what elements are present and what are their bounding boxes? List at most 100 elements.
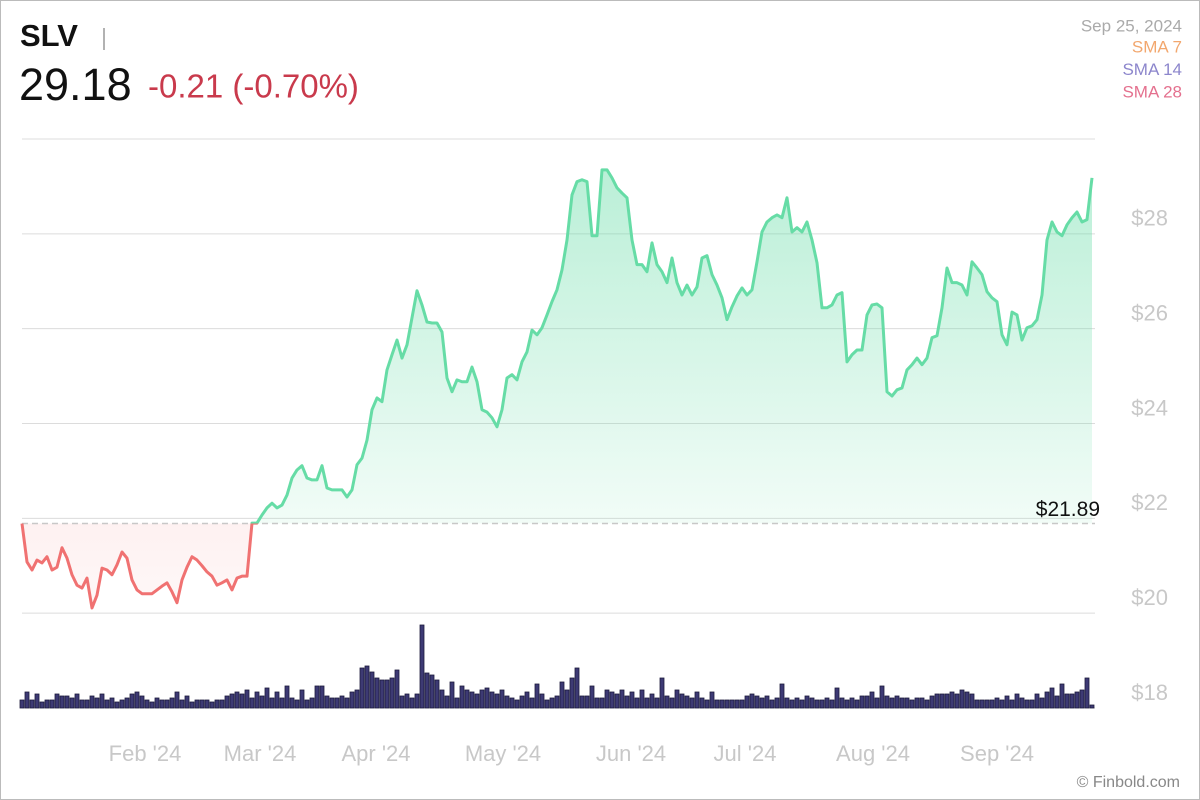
volume-bar xyxy=(854,699,860,709)
volume-bar xyxy=(69,697,75,709)
volume-bar xyxy=(879,685,885,709)
volume-bar xyxy=(299,689,305,709)
volume-bar xyxy=(314,685,320,709)
volume-bar xyxy=(254,691,260,709)
baseline-label: $21.89 xyxy=(1036,498,1100,521)
volume-bar xyxy=(874,697,880,709)
volume-bar xyxy=(614,693,620,709)
volume-bar xyxy=(814,699,820,709)
volume-bar xyxy=(64,695,70,709)
volume-bar xyxy=(514,699,520,709)
volume-bar xyxy=(389,677,395,709)
volume-bar xyxy=(239,693,245,709)
volume-bar xyxy=(934,693,940,709)
volume-bar xyxy=(1034,693,1040,709)
volume-bar xyxy=(704,699,710,709)
volume-bar xyxy=(784,697,790,709)
volume-bar xyxy=(794,697,800,709)
volume-bar xyxy=(1059,683,1065,709)
volume-bar xyxy=(979,699,985,709)
volume-bar xyxy=(449,681,455,709)
volume-bar xyxy=(169,697,175,709)
volume-bar xyxy=(944,693,950,709)
volume-bar xyxy=(1049,687,1055,709)
volume-bar xyxy=(914,697,920,709)
price-line-up xyxy=(22,168,1094,524)
volume-bar xyxy=(1079,689,1085,709)
volume-bar xyxy=(324,695,330,709)
volume-bar xyxy=(359,667,365,709)
volume-bar xyxy=(649,693,655,709)
volume-bar xyxy=(234,691,240,709)
volume-bar xyxy=(619,689,625,709)
volume-bar xyxy=(1014,693,1020,709)
volume-bar xyxy=(484,687,490,709)
volume-bar xyxy=(159,699,165,709)
volume-bar xyxy=(764,695,770,709)
volume-bar xyxy=(709,691,715,709)
volume-bar xyxy=(409,697,415,709)
y-tick-label: $22 xyxy=(1131,490,1168,515)
volume-bar xyxy=(859,695,865,709)
volume-bar xyxy=(19,699,25,709)
volume-bar xyxy=(644,697,650,709)
volume-bar xyxy=(289,697,295,709)
volume-bar xyxy=(804,695,810,709)
volume-bar xyxy=(49,699,55,709)
area-up xyxy=(22,169,1092,524)
volume-bar xyxy=(529,697,535,709)
volume-bar xyxy=(319,685,325,709)
volume-bar xyxy=(1029,699,1035,709)
volume-bar xyxy=(724,699,730,709)
volume-bar xyxy=(149,701,155,709)
volume-bar xyxy=(499,689,505,709)
volume-bar xyxy=(769,699,775,709)
volume-bar xyxy=(184,695,190,709)
volume-bar xyxy=(679,693,685,709)
volume-bar xyxy=(309,697,315,709)
volume-bar xyxy=(749,693,755,709)
volume-bar xyxy=(164,699,170,709)
volume-bar xyxy=(579,695,585,709)
volume-bar xyxy=(699,697,705,709)
volume-bar xyxy=(1024,699,1030,709)
volume-bar xyxy=(974,699,980,709)
volume-bar xyxy=(74,693,80,709)
price-change: -0.21 (-0.70%) xyxy=(148,68,359,105)
volume-bar xyxy=(339,695,345,709)
volume-bar xyxy=(824,697,830,709)
x-tick-label: May '24 xyxy=(465,741,541,766)
volume-bar xyxy=(264,687,270,709)
volume-bar xyxy=(294,699,300,709)
volume-bar xyxy=(44,699,50,709)
volume-bar xyxy=(29,699,35,709)
volume-bar xyxy=(1084,677,1090,709)
volume-bar xyxy=(574,667,580,709)
x-tick-label: Apr '24 xyxy=(341,741,410,766)
volume-bar xyxy=(964,691,970,709)
volume-bar xyxy=(789,699,795,709)
volume-bar xyxy=(599,697,605,709)
volume-bar xyxy=(639,689,645,709)
volume-bar xyxy=(519,695,525,709)
volume-bar xyxy=(229,693,235,709)
volume-bar xyxy=(109,697,115,709)
volume-bar xyxy=(374,677,380,709)
volume-bar xyxy=(104,699,110,709)
volume-bar xyxy=(864,695,870,709)
volume-bar xyxy=(129,693,135,709)
volume-bar xyxy=(354,689,360,709)
volume-bar xyxy=(844,699,850,709)
volume-bar xyxy=(419,624,425,709)
volume-bar xyxy=(304,699,310,709)
volume-bar xyxy=(494,693,500,709)
volume-bar xyxy=(799,699,805,709)
volume-bar xyxy=(759,697,765,709)
volume-bar xyxy=(809,697,815,709)
volume-bar xyxy=(1039,697,1045,709)
volume-bar xyxy=(744,695,750,709)
volume-bar xyxy=(1009,699,1015,709)
volume-bar xyxy=(399,695,405,709)
volume-bar xyxy=(124,697,130,709)
volume-bar xyxy=(424,672,430,709)
